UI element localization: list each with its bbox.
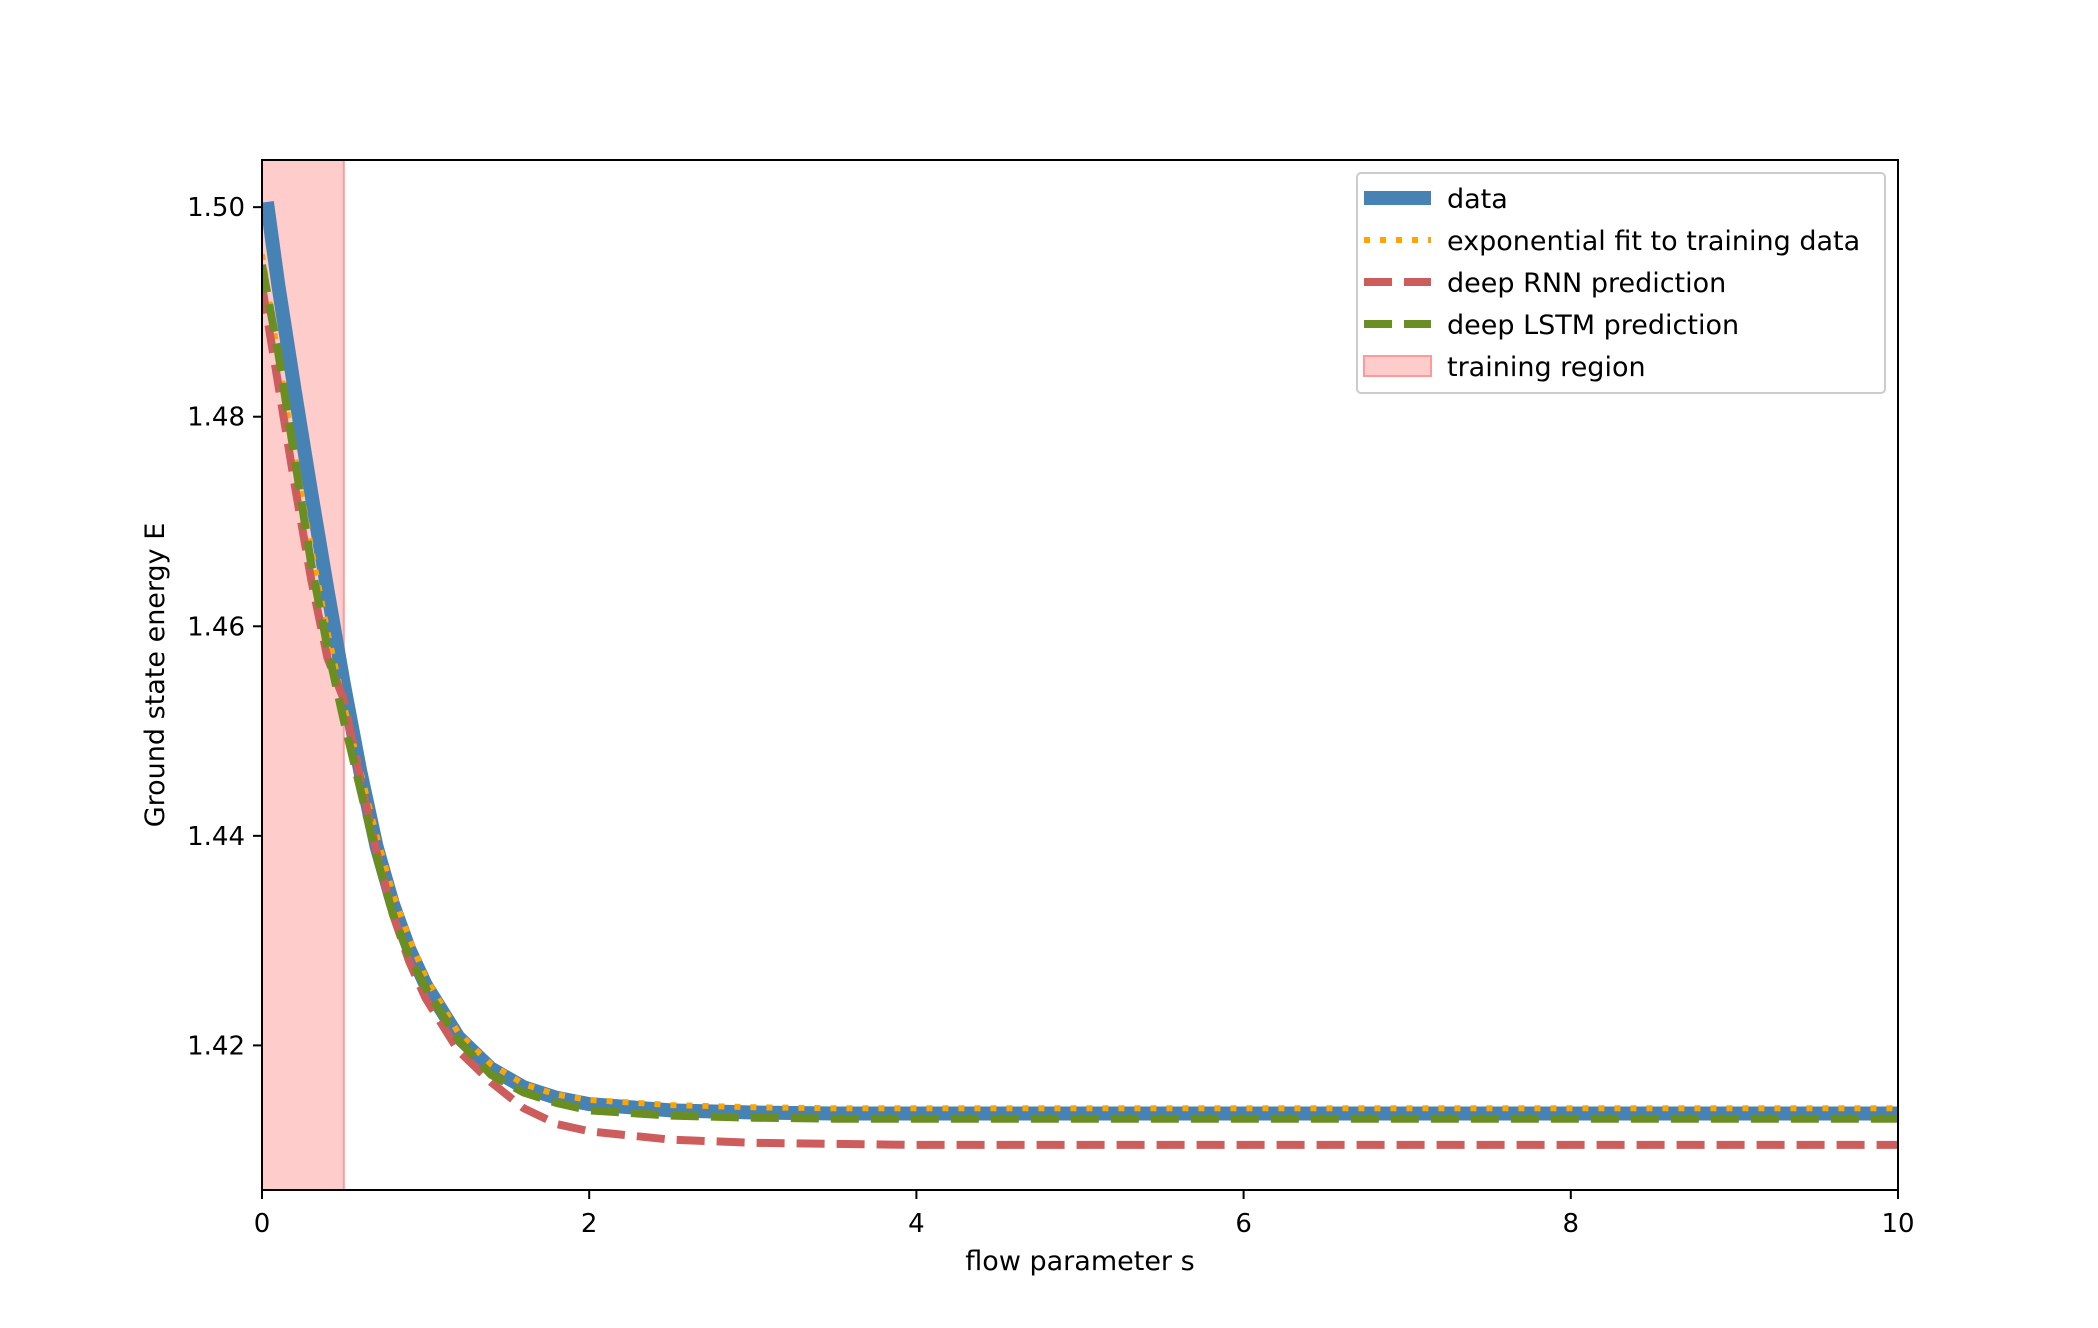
y-tick-label: 1.50 bbox=[187, 193, 245, 223]
x-axis-label: flow parameter s bbox=[965, 1246, 1194, 1277]
y-axis-ticks: 1.42 1.44 1.46 1.48 1.50 bbox=[187, 193, 262, 1061]
series-layer bbox=[262, 200, 1898, 1149]
y-tick-label: 1.48 bbox=[187, 403, 245, 433]
series-line-deep-lstm-prediction bbox=[262, 264, 1898, 1123]
legend-handle bbox=[1363, 355, 1432, 377]
legend-label: data bbox=[1447, 184, 1508, 215]
x-axis-ticks: 0 2 4 6 8 10 bbox=[254, 1190, 1915, 1239]
x-tick-label: 10 bbox=[1881, 1209, 1914, 1239]
plot-frame bbox=[261, 159, 1899, 1191]
legend-label: deep RNN prediction bbox=[1447, 268, 1726, 299]
series-line-data bbox=[262, 200, 1898, 1121]
y-axis-label: Ground state energy E bbox=[140, 523, 171, 828]
x-tick-label: 6 bbox=[1235, 1209, 1252, 1239]
y-tick-label: 1.46 bbox=[187, 612, 245, 642]
legend: data exponential fit to training data deep… bbox=[1356, 172, 1886, 394]
legend-label: exponential fit to training data bbox=[1447, 226, 1860, 257]
legend-box bbox=[1356, 172, 1886, 394]
legend-label: deep LSTM prediction bbox=[1447, 310, 1739, 341]
y-tick-label: 1.42 bbox=[187, 1031, 245, 1061]
legend-label: training region bbox=[1447, 352, 1646, 383]
x-tick-label: 0 bbox=[254, 1209, 271, 1239]
series-line-exponential-fit-to-training-data bbox=[262, 253, 1898, 1112]
x-tick-label: 4 bbox=[908, 1209, 925, 1239]
x-tick-label: 8 bbox=[1563, 1209, 1580, 1239]
y-tick-label: 1.44 bbox=[187, 822, 245, 852]
x-tick-label: 2 bbox=[581, 1209, 598, 1239]
